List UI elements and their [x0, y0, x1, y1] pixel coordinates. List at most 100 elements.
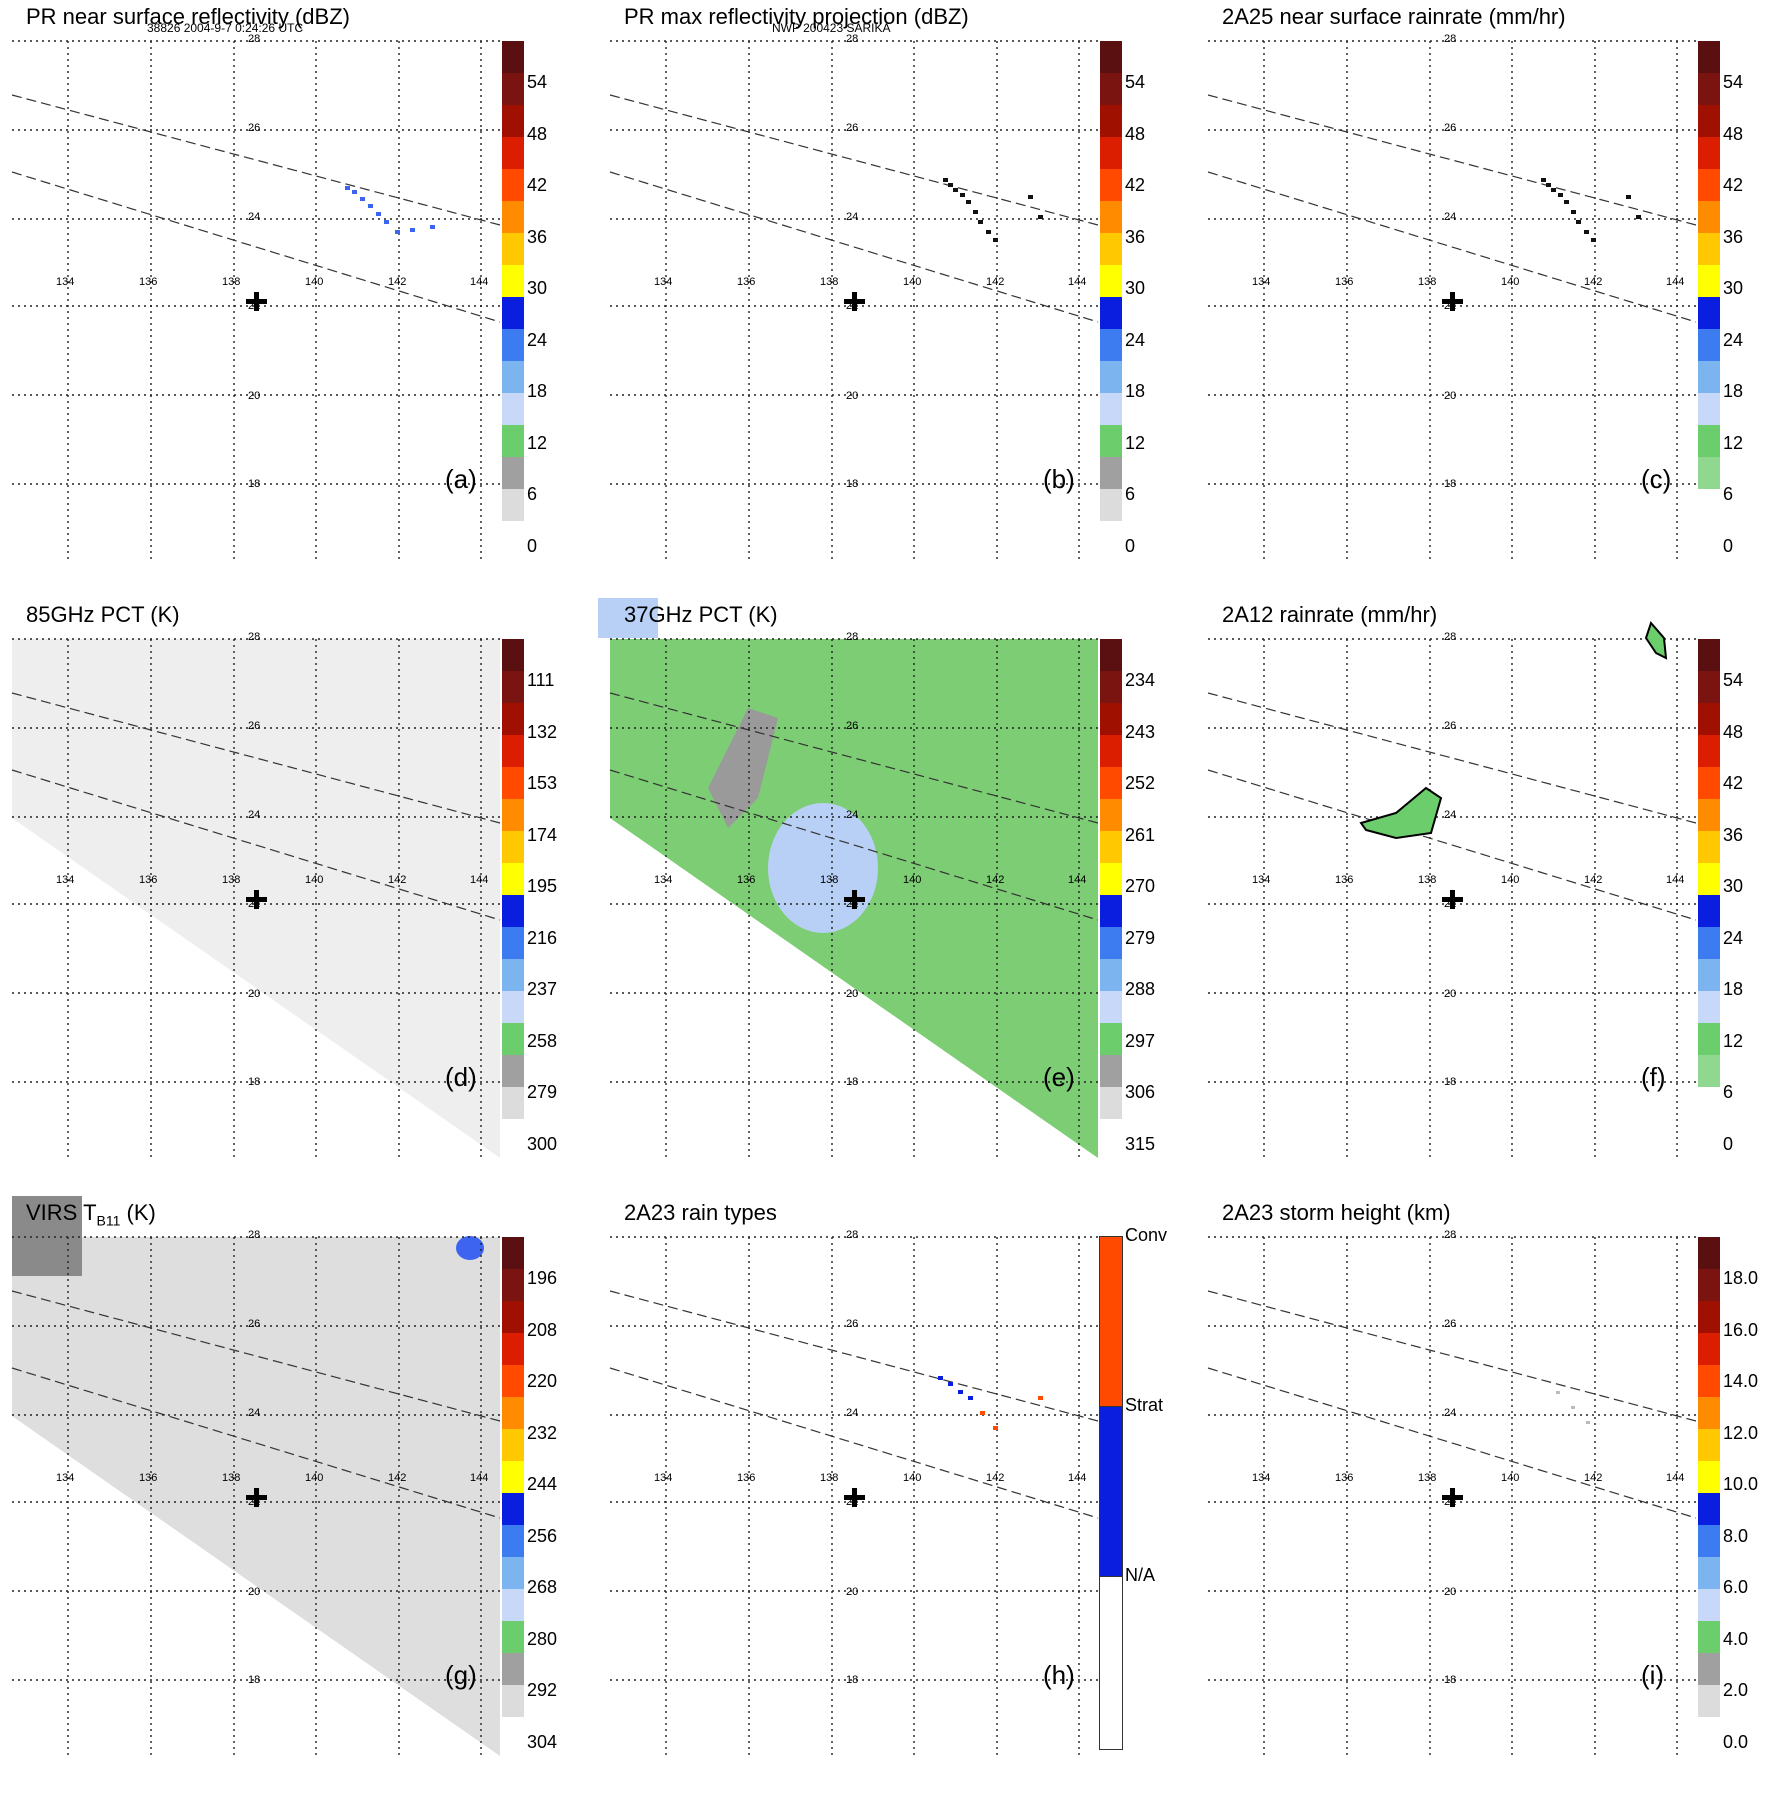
- colorbar-segment: [1698, 1653, 1720, 1685]
- colorbar-segment: [502, 671, 524, 703]
- colorbar-segment: [1100, 425, 1122, 457]
- lon-label: 140: [1501, 1472, 1520, 1484]
- colorbar-tick-label: 8.0: [1723, 1525, 1749, 1546]
- rain-type-cell: [993, 1426, 998, 1430]
- reflectivity-cell: [384, 220, 389, 224]
- colorbar-tick-label: 0: [1723, 1133, 1734, 1154]
- colorbar-tick-label: 2.0: [1723, 1680, 1749, 1700]
- panel-i-map: [1207, 1236, 1697, 1756]
- panel-e: 37GHz PCT (K) (e) 28 26 24 22 20 18 134 136 138 1…: [598, 598, 1198, 1198]
- colorbar-segment: [1698, 41, 1720, 73]
- colorbar-tick-label: 258: [527, 1030, 558, 1051]
- colorbar-tick-label: 18: [1723, 381, 1744, 401]
- colorbar-segment: [1100, 329, 1122, 361]
- colorbar-tick-label: 48: [1723, 123, 1744, 144]
- lat-label: 20: [248, 988, 261, 1000]
- lat-label: 22: [846, 1496, 859, 1508]
- swath-edge-lower: [11, 1367, 501, 1519]
- lon-label: 142: [1584, 1472, 1603, 1484]
- lat-label: 26: [846, 122, 859, 134]
- colorbar-tick-label: 300: [527, 1133, 558, 1154]
- panel-e-label: (e): [1043, 1062, 1075, 1092]
- colorbar-tick-label: 243: [1125, 721, 1156, 742]
- panel-f-map: [1207, 621, 1697, 1158]
- lat-label: 28: [846, 33, 859, 45]
- lon-label: 142: [1584, 276, 1603, 288]
- colorbar-segment: [502, 1653, 524, 1685]
- lon-label: 136: [139, 276, 158, 288]
- rain-cell: [1636, 215, 1641, 219]
- colorbar-segment: [1100, 105, 1122, 137]
- lat-label: 24: [248, 809, 261, 821]
- lat-label: 28: [1444, 631, 1457, 643]
- panel-e-colorbar: [1100, 639, 1122, 1151]
- colorbar-segment: [502, 1717, 524, 1749]
- colorbar-segment: [1100, 991, 1122, 1023]
- lat-label: 20: [846, 988, 859, 1000]
- colorbar-segment: [1100, 489, 1122, 521]
- colorbar-tick-label: 42: [527, 175, 548, 195]
- rain-type-cell: [980, 1411, 985, 1415]
- colorbar-tick-label: 6: [1723, 1082, 1734, 1102]
- colorbar-segment: [1100, 799, 1122, 831]
- rain-cell: [953, 188, 958, 192]
- lat-label: 18: [248, 478, 261, 490]
- colorbar-tick-label: 36: [1125, 226, 1146, 247]
- lat-label: 18: [1444, 478, 1457, 490]
- lat-label: 18: [846, 478, 859, 490]
- swath-edge-lower: [609, 171, 1099, 323]
- colorbar-tick-label: 237: [527, 979, 558, 999]
- 37ghz-corner-blue: [598, 598, 658, 638]
- colorbar-segment: [502, 1087, 524, 1119]
- colorbar-segment: [1100, 137, 1122, 169]
- lat-label: 20: [1444, 1586, 1457, 1598]
- colorbar-tick-label: 30: [527, 278, 548, 298]
- colorbar-segment: [1100, 767, 1122, 799]
- colorbar-segment: [502, 233, 524, 265]
- lat-label: 24: [846, 211, 859, 223]
- lon-label: 136: [737, 276, 756, 288]
- colorbar-segment: [1100, 521, 1122, 553]
- colorbar-tick-label: 30: [1723, 278, 1744, 298]
- lat-label: 22: [248, 1496, 261, 1508]
- colorbar-segment: [1100, 831, 1122, 863]
- colorbar-segment: [502, 1557, 524, 1589]
- rain-cell: [1591, 238, 1596, 242]
- lat-label: 28: [248, 1229, 261, 1241]
- colorbar-tick-label: 0: [1125, 535, 1136, 556]
- rain-cell: [986, 230, 991, 234]
- colorbar-segment: [502, 735, 524, 767]
- lon-label: 134: [1252, 1472, 1271, 1484]
- lat-label: 24: [1444, 1407, 1457, 1419]
- colorbar-segment: [1698, 927, 1720, 959]
- colorbar-segment: [1698, 425, 1720, 457]
- colorbar-segment: [1698, 361, 1720, 393]
- colorbar-segment: [502, 639, 524, 671]
- swath-edge-lower: [11, 769, 501, 921]
- colorbar-tick-label: 18: [1723, 979, 1744, 999]
- colorbar-segment: [1100, 959, 1122, 991]
- colorbar-segment: [1698, 1717, 1720, 1749]
- lon-label: 134: [654, 874, 673, 886]
- colorbar-segment: [502, 361, 524, 393]
- colorbar-tick-label: 42: [1723, 773, 1744, 793]
- panel-d-label: (d): [445, 1062, 477, 1092]
- panel-c-label: (c): [1641, 464, 1672, 494]
- reflectivity-cell: [360, 197, 365, 201]
- panel-f-title: 2A12 rainrate (mm/hr): [1222, 602, 1438, 627]
- colorbar-segment: [1698, 1557, 1720, 1589]
- colorbar-tick-label: 24: [1723, 927, 1744, 948]
- colorbar-segment: [502, 1023, 524, 1055]
- colorbar-tick-label: 48: [527, 123, 548, 144]
- colorbar-segment: [502, 393, 524, 425]
- lon-label: 138: [1418, 1472, 1437, 1484]
- rain-cell: [1028, 195, 1033, 199]
- panel-c: 2A25 near surface rainrate (mm/hr) (c) 2…: [1196, 0, 1771, 600]
- colorbar-tick-label: 196: [527, 1268, 558, 1288]
- lat-label: 22: [846, 300, 859, 312]
- lon-label: 144: [470, 874, 489, 886]
- lon-label: 140: [305, 276, 324, 288]
- lat-label: 26: [248, 122, 261, 134]
- reflectivity-cell: [345, 186, 350, 190]
- swath-edge-lower: [1207, 1367, 1697, 1519]
